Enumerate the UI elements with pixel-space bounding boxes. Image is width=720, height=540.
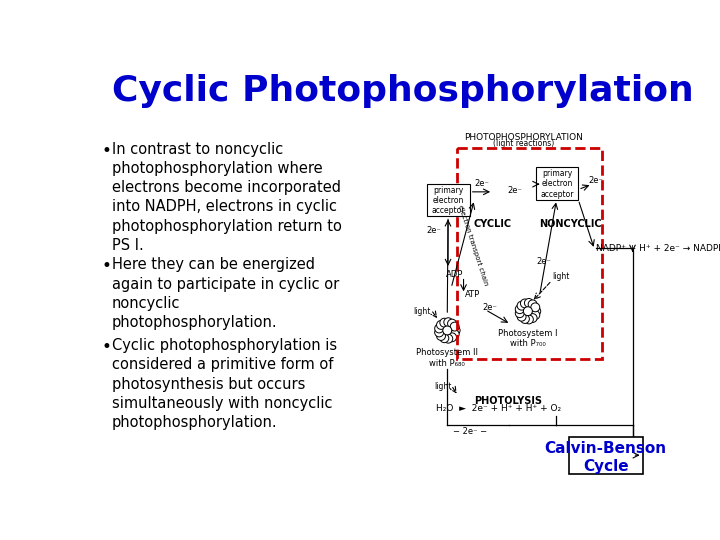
Text: In contrast to noncyclic
photophosphorylation where
electrons become incorporate: In contrast to noncyclic photophosphoryl… [112, 142, 341, 253]
Circle shape [440, 318, 449, 327]
Bar [427, 184, 469, 217]
Text: •: • [102, 257, 112, 275]
Text: Calvin-Benson
Cycle: Calvin-Benson Cycle [545, 441, 667, 474]
Text: 2e⁻: 2e⁻ [536, 256, 552, 266]
Circle shape [523, 307, 532, 316]
Circle shape [444, 334, 453, 343]
Text: ADP: ADP [446, 270, 464, 279]
Text: primary
electron
acceptor: primary electron acceptor [432, 186, 465, 215]
Circle shape [451, 326, 460, 335]
Circle shape [448, 333, 456, 342]
Circle shape [528, 314, 537, 322]
Circle shape [524, 299, 534, 307]
Text: electron transport chain: electron transport chain [457, 205, 489, 287]
Text: •: • [102, 142, 112, 160]
Circle shape [440, 334, 449, 343]
Text: PHOTOLYSIS: PHOTOLYSIS [474, 396, 542, 406]
Text: (light reactions): (light reactions) [493, 139, 554, 148]
Circle shape [521, 314, 529, 323]
Circle shape [435, 324, 444, 333]
Text: − 2e⁻ −: − 2e⁻ − [453, 427, 487, 436]
Text: ATP: ATP [465, 290, 480, 299]
Text: Cyclic Photophosphorylation: Cyclic Photophosphorylation [112, 74, 693, 108]
Text: Here they can be energized
again to participate in cyclic or
noncyclic
photophos: Here they can be energized again to part… [112, 257, 339, 330]
Text: light: light [433, 382, 451, 391]
Circle shape [436, 321, 446, 329]
Text: 2e⁻: 2e⁻ [474, 179, 489, 188]
Text: NADP⁺ + H⁺ + 2e⁻ → NADPH: NADP⁺ + H⁺ + 2e⁻ → NADPH [596, 244, 720, 253]
Circle shape [516, 305, 524, 314]
Circle shape [532, 307, 541, 316]
Circle shape [443, 326, 451, 335]
Text: •: • [102, 338, 112, 356]
Text: CYCLIC: CYCLIC [474, 219, 512, 229]
Text: 2e⁻: 2e⁻ [508, 186, 523, 195]
Circle shape [450, 330, 459, 339]
Circle shape [516, 309, 524, 318]
Text: H₂O  ►  2e⁻ + H⁺ + H⁺ + O₂: H₂O ► 2e⁻ + H⁺ + H⁺ + O₂ [436, 403, 561, 413]
Circle shape [531, 303, 540, 312]
Text: NONCYCLIC: NONCYCLIC [539, 219, 602, 229]
Text: 2e⁻: 2e⁻ [482, 303, 497, 312]
Circle shape [450, 322, 459, 331]
Text: Photosystem II
with P₆₈₀: Photosystem II with P₆₈₀ [416, 348, 478, 368]
Circle shape [517, 312, 526, 321]
Text: 2e⁻: 2e⁻ [426, 226, 441, 235]
Circle shape [521, 299, 529, 308]
Circle shape [435, 328, 444, 337]
Circle shape [444, 318, 453, 327]
Text: primary
electron
acceptor: primary electron acceptor [540, 168, 574, 199]
Text: Photosystem I
with P₇₀₀: Photosystem I with P₇₀₀ [498, 329, 557, 348]
Circle shape [531, 310, 540, 320]
Circle shape [436, 332, 446, 340]
Circle shape [448, 319, 456, 328]
Text: Cyclic photophosphorylation is
considered a primitive form of
photosynthesis but: Cyclic photophosphorylation is considere… [112, 338, 337, 430]
Text: light: light [553, 272, 570, 281]
Bar [456, 148, 601, 359]
Bar [569, 437, 642, 474]
Text: 2e⁻: 2e⁻ [588, 176, 603, 185]
Text: light: light [413, 307, 431, 316]
Circle shape [517, 301, 526, 310]
Text: PHOTOPHOSPHORYLATION: PHOTOPHOSPHORYLATION [464, 132, 583, 141]
Circle shape [528, 300, 537, 309]
Bar [536, 167, 578, 200]
Circle shape [524, 315, 534, 324]
